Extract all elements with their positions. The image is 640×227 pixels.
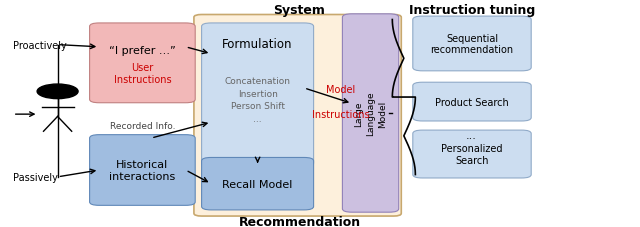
Text: Instructions: Instructions	[312, 110, 369, 120]
FancyBboxPatch shape	[90, 135, 195, 205]
Text: Instruction tuning: Instruction tuning	[408, 4, 535, 17]
FancyBboxPatch shape	[413, 83, 531, 121]
Text: Recommendation: Recommendation	[239, 215, 360, 227]
Text: ...: ...	[467, 130, 477, 140]
Text: Model: Model	[326, 85, 355, 95]
FancyBboxPatch shape	[413, 131, 531, 178]
FancyBboxPatch shape	[413, 17, 531, 72]
Text: Product Search: Product Search	[435, 97, 509, 107]
Text: Concatenation
Insertion
Person Shift
...: Concatenation Insertion Person Shift ...	[225, 77, 291, 123]
FancyBboxPatch shape	[90, 24, 195, 103]
Text: Recall Model: Recall Model	[223, 179, 292, 189]
Text: Proactively: Proactively	[13, 40, 67, 50]
Text: Personalized
Search: Personalized Search	[441, 144, 503, 165]
Text: Recorded Info.: Recorded Info.	[109, 121, 175, 131]
Text: Formulation: Formulation	[222, 38, 293, 51]
Circle shape	[37, 85, 78, 99]
Text: System: System	[273, 4, 326, 17]
Text: “I prefer …”: “I prefer …”	[109, 46, 176, 56]
Text: Sequential
recommendation: Sequential recommendation	[431, 34, 513, 55]
Text: Historical
interactions: Historical interactions	[109, 159, 175, 181]
Text: Passively: Passively	[13, 172, 58, 182]
Text: Large
Language
Model: Large Language Model	[355, 91, 387, 136]
FancyBboxPatch shape	[194, 15, 401, 216]
FancyBboxPatch shape	[202, 158, 314, 210]
Text: User
Instructions: User Instructions	[113, 63, 172, 85]
FancyBboxPatch shape	[342, 15, 399, 212]
FancyBboxPatch shape	[202, 24, 314, 167]
